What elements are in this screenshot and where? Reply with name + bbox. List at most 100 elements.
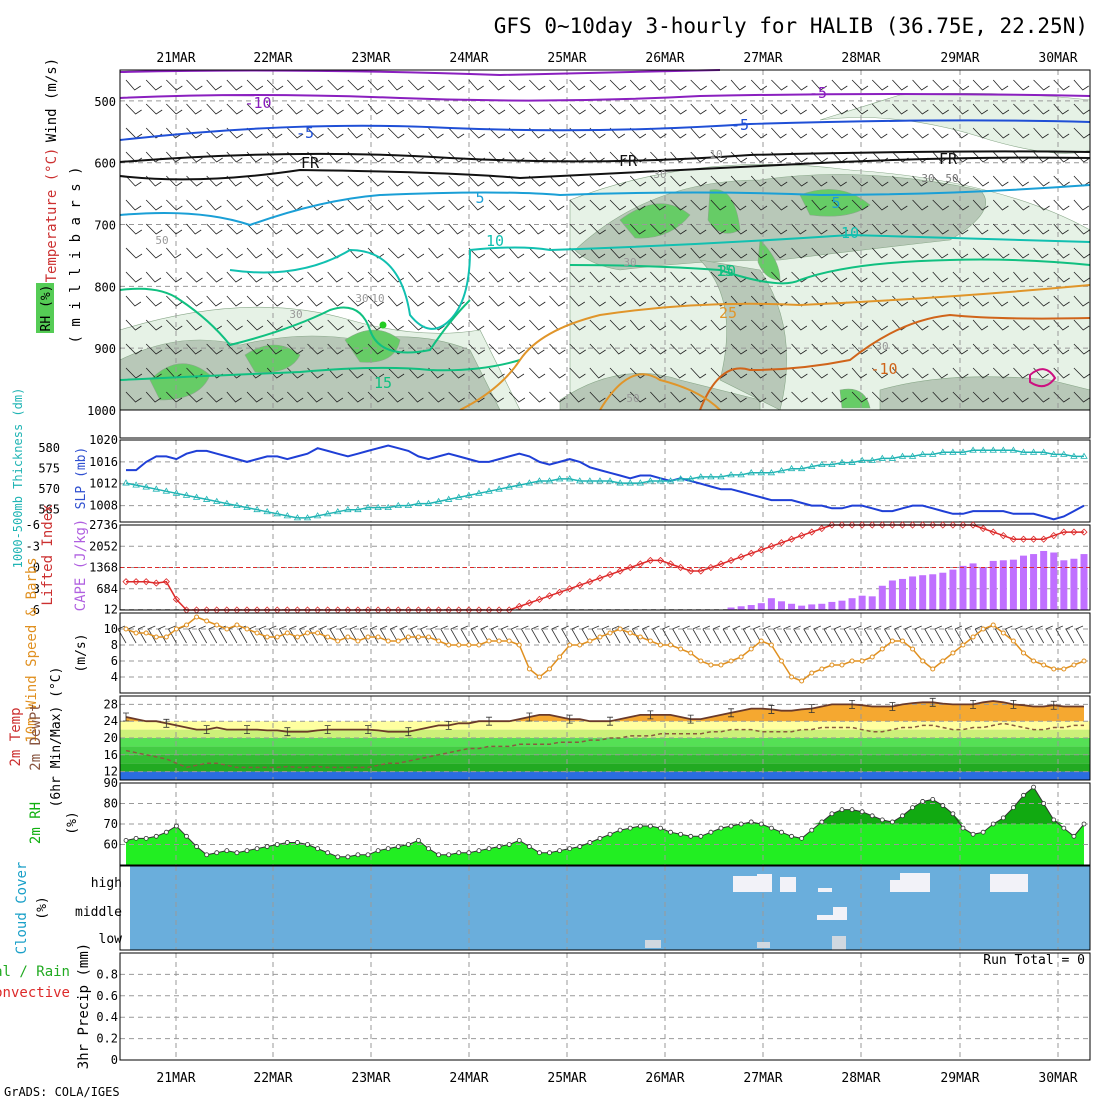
rh-marker [143, 835, 149, 841]
wind-barb [529, 367, 546, 379]
wind-barb [408, 247, 425, 259]
thickness-marker [888, 454, 897, 461]
wind-barb [932, 343, 949, 355]
temp-minmax-bar [526, 712, 533, 722]
wind-barb [1013, 223, 1030, 235]
rh-marker [1041, 801, 1047, 806]
wind-barb [428, 295, 445, 307]
contour-label: 10 [709, 148, 722, 161]
cloud-bar [757, 874, 772, 892]
wind-barb [710, 175, 728, 187]
wind-barb [488, 319, 506, 331]
rh-high-fill [126, 787, 1084, 824]
wind-barb [831, 175, 847, 187]
wind-barb [912, 175, 928, 187]
rh-marker [194, 844, 199, 849]
contour-label: 5 [831, 194, 840, 212]
millibars-axis-label: ( m i l l i b a r s ) [68, 166, 84, 343]
wind-barb [831, 103, 849, 115]
wind-barb [730, 367, 748, 379]
thickness-marker [1009, 446, 1018, 453]
wind-barb [387, 151, 405, 163]
wind-barb [266, 391, 284, 403]
thickness-marker [767, 469, 776, 476]
wind-barb [710, 271, 728, 283]
wind-barb [1055, 625, 1065, 644]
wind-barb [972, 223, 989, 235]
wind-barb [1053, 151, 1070, 163]
wind-barb [387, 391, 404, 403]
wind-barb [166, 151, 182, 163]
wind-barb [589, 79, 606, 91]
wind-barb [670, 391, 686, 403]
wind-barb [851, 79, 869, 91]
wind-barb [690, 319, 707, 331]
wind-barb [952, 175, 970, 187]
date-label-bottom: 23MAR [351, 1071, 390, 1086]
temp-minmax-bar [1050, 700, 1057, 710]
rh-marker [325, 850, 331, 856]
wind-barb [347, 151, 364, 163]
wind-speed-marker [778, 658, 784, 664]
lifted-marker [787, 535, 796, 543]
temp-minmax-bar [768, 705, 775, 714]
cloud-level-label: middle [75, 905, 122, 920]
lifted-marker [888, 521, 896, 529]
wind-barb [468, 199, 484, 211]
thickness-marker [132, 481, 140, 488]
wind10m-axis-label: 10m Wind Speed & Barbs [24, 557, 40, 742]
wind-speed-marker [526, 666, 532, 672]
wind-barb [621, 625, 631, 644]
wind-barb [1053, 79, 1070, 91]
lifted-tick: -3 [26, 539, 40, 553]
wind-barb [791, 103, 807, 115]
wind-speed-marker [728, 658, 734, 664]
lifted-marker [737, 553, 745, 561]
cloud-bar [990, 874, 1028, 892]
thickness-marker [586, 477, 594, 484]
wind-barb [186, 223, 202, 235]
thickness-marker [172, 489, 181, 496]
wind-barb [831, 223, 849, 235]
wind-barb [266, 175, 284, 187]
wind-barb [811, 127, 828, 139]
thickness-marker [979, 446, 987, 453]
lifted-marker [777, 539, 786, 547]
rh-marker [184, 833, 189, 839]
wind-barb [992, 199, 1009, 211]
rh-marker [738, 821, 744, 827]
rh-marker [375, 848, 381, 854]
wind-barb [1073, 127, 1091, 139]
cape-tick: 1368 [89, 561, 118, 575]
wind-barb [246, 223, 264, 235]
wind-barb [508, 199, 526, 211]
wind-barb [629, 223, 646, 235]
wind-barb [186, 391, 203, 403]
wind-speed-marker [587, 638, 593, 644]
lifted-marker [586, 578, 594, 586]
wind-tick: 4 [111, 670, 118, 684]
wind-barb [529, 79, 546, 91]
wind-barb [662, 625, 671, 644]
wind-barb [601, 625, 611, 644]
thickness-marker [697, 473, 705, 480]
lifted-marker [767, 542, 775, 550]
wind-barb [650, 127, 667, 139]
thickness-marker [757, 469, 766, 476]
wind-barb [690, 223, 707, 235]
wind-barb [992, 223, 1010, 235]
wind-barb [327, 127, 344, 139]
cape-bar [919, 575, 927, 610]
lifted-marker [1019, 535, 1028, 543]
wind-barb [992, 127, 1010, 139]
wind-barb [831, 343, 849, 355]
wind-barb [710, 367, 728, 379]
cape-bar [828, 601, 836, 610]
wind-barb [682, 625, 692, 644]
wind-barb [750, 127, 768, 139]
wind-barb [871, 199, 889, 211]
wind-barb [1033, 175, 1050, 187]
thickness-axis-label: 1000-500mb Thickness (dm) [11, 388, 25, 569]
lifted-marker [717, 560, 725, 568]
thickness-tick: 580 [38, 441, 60, 455]
